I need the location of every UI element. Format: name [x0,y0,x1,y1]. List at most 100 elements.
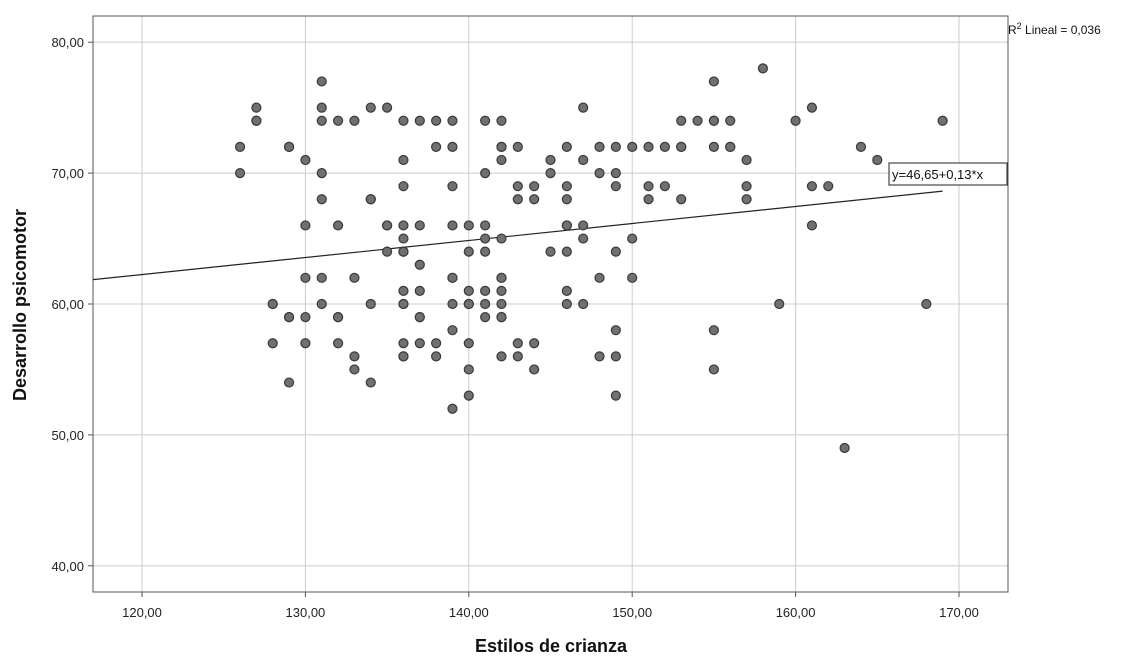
data-point [545,167,556,179]
x-tick-label: 170,00 [939,605,979,620]
data-point [643,141,654,153]
data-point [365,377,376,388]
data-point [561,285,572,297]
data-point [398,154,409,166]
data-point [234,141,246,153]
data-point [398,181,409,192]
data-point [251,102,262,113]
data-point [414,311,425,323]
data-point [300,154,311,166]
data-point [594,167,605,179]
data-point [300,338,311,349]
data-point [332,338,344,349]
data-point [676,194,687,205]
data-point [316,194,327,205]
data-point [480,233,491,244]
equation-label: y=46,65+0,13*x [892,167,984,182]
data-point [872,154,883,166]
data-point [676,115,687,126]
data-point [594,141,605,153]
data-point [414,115,425,126]
data-point [578,298,589,310]
data-point [332,220,344,231]
data-point [512,181,523,192]
data-point [267,338,278,349]
data-point [610,141,621,153]
data-point [251,115,262,126]
y-tick-label: 70,00 [51,166,84,181]
data-point [398,338,409,349]
data-point [316,272,327,283]
data-point [365,102,376,113]
data-point [382,246,393,257]
data-point [316,167,327,179]
data-point [447,141,458,153]
data-point [316,115,327,126]
data-point [741,194,752,205]
data-point [627,233,638,244]
data-point [496,272,507,283]
data-point [496,233,507,244]
data-point [594,272,605,283]
data-point [316,298,327,310]
data-point [921,298,932,310]
data-point [283,141,295,153]
data-point [447,181,458,192]
data-point [398,298,409,310]
data-point [382,220,393,231]
data-point [529,181,540,192]
data-point [316,102,327,113]
y-tick-label: 40,00 [51,559,84,574]
data-point [332,311,344,323]
data-point [545,154,556,166]
data-point [496,311,507,323]
data-point [659,141,670,153]
data-point [937,115,948,126]
data-point [578,220,589,231]
regression-line [92,190,943,281]
data-point [561,141,572,153]
data-point [414,259,425,270]
data-point [480,220,491,231]
data-point [463,285,474,297]
data-point [398,233,409,244]
data-point [578,102,589,113]
r-squared-label: R2 Lineal = 0,036 [1008,21,1101,37]
data-point [561,220,572,231]
data-point [529,364,540,375]
x-axis-ticks: 120,00 130,00 140,00 150,00 160,00 170,00 [122,592,979,620]
data-point [610,351,621,362]
equation-box [888,162,1008,186]
data-point [447,220,458,231]
data-point [806,181,818,192]
data-point [545,246,556,257]
data-point [708,76,719,87]
data-point [610,325,621,336]
data-point [447,325,458,336]
data-point [365,298,376,310]
data-point [349,364,360,375]
data-point [398,351,409,362]
data-point [561,181,572,192]
y-axis-ticks: 40,00 50,00 60,00 70,00 80,00 [51,35,93,574]
data-point [512,194,523,205]
data-point [447,298,458,310]
data-point [463,220,474,231]
data-point [512,351,523,362]
data-point [349,272,360,283]
data-point [610,390,621,401]
x-tick-label: 150,00 [612,605,652,620]
data-point [578,154,589,166]
data-point [529,338,540,349]
x-tick-label: 120,00 [122,605,162,620]
data-point [855,141,867,153]
data-point [463,246,474,257]
data-point [708,115,719,126]
data-point [267,298,278,310]
data-point [431,351,442,362]
data-point [839,442,850,454]
data-point [496,351,507,362]
data-point [300,220,311,231]
data-point [431,141,442,153]
data-point [708,141,719,153]
